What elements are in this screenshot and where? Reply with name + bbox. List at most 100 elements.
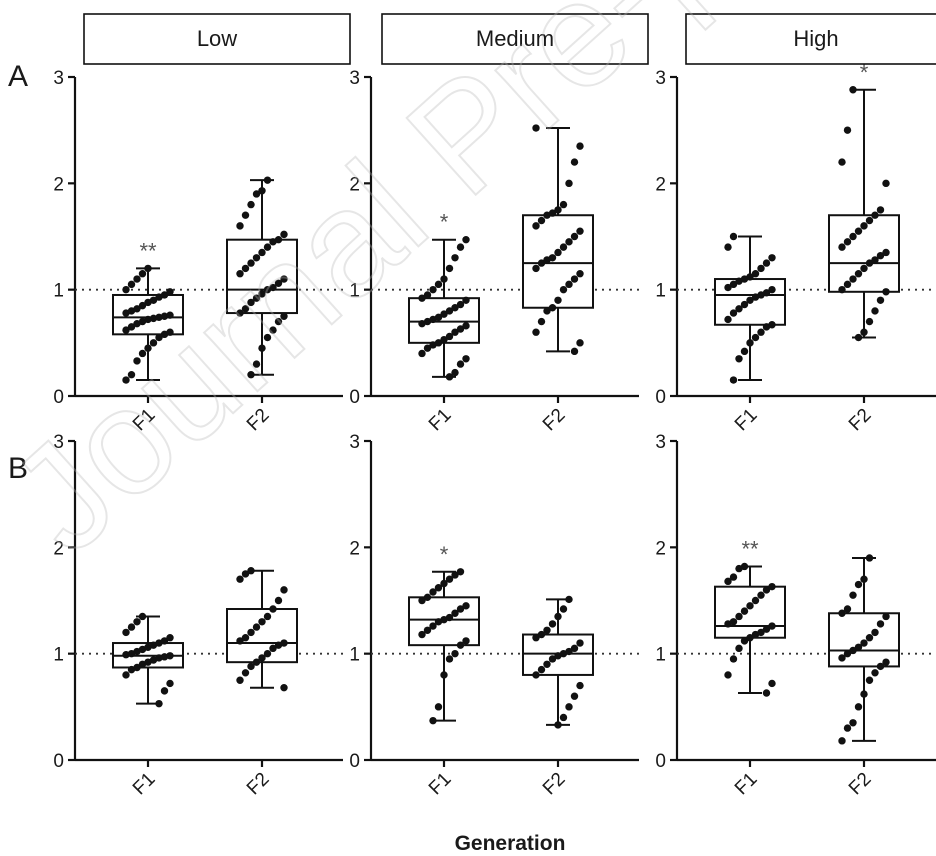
panel-a-low-y-tick-label: 0: [53, 387, 64, 408]
panel-a-high-f1-point: [746, 296, 754, 304]
panel-a-low-f1-point: [149, 339, 158, 347]
panel-a-high-f1-point: [740, 347, 749, 356]
panel-b-medium-f2-point: [532, 634, 540, 642]
panel-b-high-f2-point: [876, 620, 885, 628]
panel-b-high-f1-box: [714, 585, 786, 639]
panel-b-medium-f2-point: [537, 665, 546, 674]
panel-a-high-f2-point: [849, 275, 857, 283]
panel-b-high-f2-point: [843, 724, 852, 732]
panel-a-high-f2-point: [876, 206, 885, 214]
panel-a-high-f1-point: [757, 264, 765, 273]
panel-a-medium-y-tick-label: 1: [349, 281, 360, 302]
panel-a-high-f2-point: [882, 248, 890, 257]
panel-b-medium-f1-point: [429, 622, 437, 630]
panel-a-high-f1-point: [762, 289, 771, 297]
panel-a-high-f2-x-tick-label: F2: [845, 405, 876, 436]
panel-a-low-f2-point: [252, 254, 261, 262]
panel-b-low-f2-point: [258, 618, 266, 626]
panel-a-low-f2-point: [280, 230, 288, 239]
panel-b-medium-f1-point: [451, 649, 459, 658]
panel-a-low-f2-point: [236, 222, 244, 230]
panel-b-low-f2-point: [241, 634, 250, 642]
panel-a-medium-f2-point: [570, 275, 579, 283]
panel-a-low-f2-point: [247, 371, 255, 379]
panel-b-low-f1-point: [160, 637, 169, 645]
panel-a-medium-y-tick-label: 2: [349, 174, 360, 195]
panel-a-high-f1-point: [768, 254, 776, 262]
panel-a-medium-f2-point: [548, 304, 557, 312]
panel-a-high-f2-point: [860, 222, 868, 230]
panel-b-high-f2-point: [865, 634, 874, 642]
panel-a-high: 0 1 2 3 F1 F2 *: [655, 60, 936, 435]
panel-a-medium-f2-point: [548, 254, 557, 262]
panel-b-low-f2-box: [226, 608, 298, 664]
panel-b-high-f1-point: [729, 655, 738, 663]
panel-a-high-f1-point: [724, 283, 732, 292]
panel-a-medium-f2-point: [565, 238, 573, 246]
panel-a-low-f2-point: [241, 264, 250, 273]
panel-a-high-f2-point: [865, 216, 874, 225]
panel-a-medium-f1-point: [451, 368, 459, 377]
panel-b-low-f1-point: [160, 687, 169, 695]
panel-a-low-f1-point: [149, 314, 158, 323]
panel-b-low-f2-point: [247, 662, 255, 671]
panel-b-high-f1-point: [768, 582, 776, 591]
panel-b-low-f1-x-tick-label: F1: [129, 769, 160, 800]
panel-b-medium-f1-point: [456, 641, 465, 649]
panel-b-high-f2-point: [871, 628, 879, 637]
panel-b-low-f2-point: [269, 605, 277, 613]
header-box-medium: [381, 13, 649, 65]
panel-a-low-f2-point: [258, 290, 266, 298]
header-label-low: Low: [197, 26, 237, 51]
panel-b-low-f1-point: [133, 618, 141, 626]
panel-a-medium-f2-x-tick-label: F2: [539, 405, 570, 436]
panel-b-low-f1-point: [155, 654, 163, 662]
panel-b-high-f1-point: [768, 679, 776, 688]
panel-a-high-f1-point: [746, 339, 754, 347]
panel-a-medium-f2-point: [554, 296, 562, 304]
panel-b-low-f1-point: [133, 663, 141, 672]
panel-a-medium-f2-point: [570, 347, 579, 356]
panel-a-medium-f2-point: [576, 339, 584, 347]
panel-a-low-f2-point: [247, 259, 255, 267]
panel-b-low-y-tick-label: 0: [53, 751, 64, 772]
panel-a-high-f1-point: [751, 333, 760, 342]
panel-a-high-f2-point: [843, 238, 852, 246]
panel-b-low-f2-point: [236, 676, 244, 684]
panel-b-low-f2-point: [269, 644, 277, 653]
panel-a-low-f2-point: [280, 275, 288, 283]
panel-b-high-f1-point: [762, 586, 771, 594]
panel-a-low-f2-point: [274, 279, 283, 287]
panel-b-low-f1-point: [160, 653, 169, 661]
panel-a-low-f2-point: [252, 190, 261, 198]
panel-a-low-f2-point: [263, 333, 272, 342]
panel-b-medium-f1-point: [423, 626, 432, 634]
panel-a-medium-f1-point: [434, 280, 443, 289]
panel-a-medium-f1-point: [462, 235, 470, 244]
panel-b-low-f2-point: [263, 612, 272, 621]
panel-b-low-y-tick-label: 3: [53, 432, 64, 453]
panel-b-low-f2-point: [280, 683, 288, 692]
panel-b-high-f2-point: [849, 719, 857, 727]
panel-a-high-f1-point: [729, 309, 738, 317]
panel-a-medium-f1-point: [434, 339, 443, 347]
panel-a-high-f1-point: [724, 243, 732, 251]
panel-a-medium-f2-point: [576, 270, 584, 278]
panel-a-medium-f1-point: [423, 344, 432, 352]
panel-b-high-f1-point: [729, 618, 738, 626]
panel-a-high-f2-point: [871, 256, 879, 264]
panel-a-medium-y-tick-label: 3: [349, 68, 360, 89]
panel-b-high-y-tick-label: 2: [655, 538, 666, 559]
panel-a-high-f2-point: [849, 86, 857, 94]
panel-a-high-f1-point: [751, 270, 760, 278]
panel-b-medium-f2-point: [532, 671, 540, 679]
panel-b-medium-f2-point: [570, 644, 579, 653]
panel-a-low-f1-point: [127, 323, 136, 331]
panel-a-medium-f1-point: [451, 304, 459, 312]
panel-a-high-f1-point: [724, 315, 732, 324]
panel-b-high: 0 1 2 3 F1 ** F2: [655, 432, 936, 799]
panel-a-high-f2-point: [860, 264, 868, 273]
panel-a-medium-f2-point: [554, 206, 562, 214]
